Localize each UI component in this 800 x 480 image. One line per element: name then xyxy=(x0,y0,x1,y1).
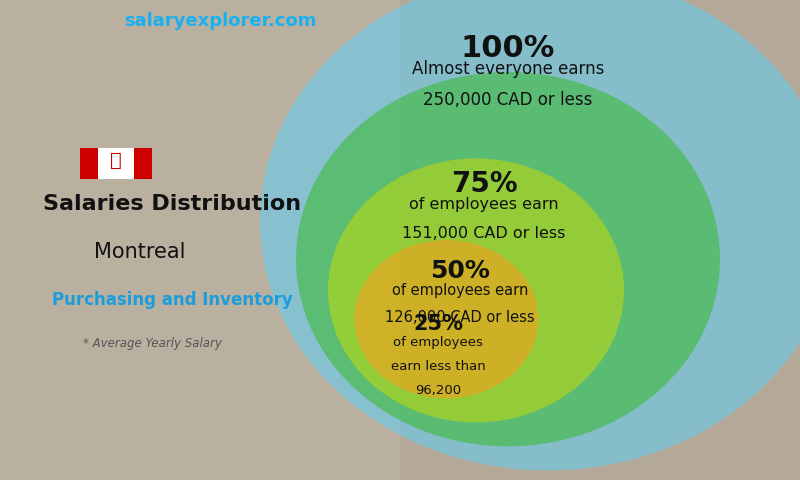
Ellipse shape xyxy=(260,0,800,470)
Ellipse shape xyxy=(328,158,624,422)
Text: 🍁: 🍁 xyxy=(110,151,122,170)
Text: Salaries Distribution: Salaries Distribution xyxy=(43,194,301,214)
Text: Montreal: Montreal xyxy=(94,242,186,262)
Text: * Average Yearly Salary: * Average Yearly Salary xyxy=(82,336,222,350)
Bar xyxy=(80,147,98,179)
Text: 100%: 100% xyxy=(461,34,555,62)
Text: of employees earn: of employees earn xyxy=(392,283,528,298)
Text: 25%: 25% xyxy=(414,314,463,335)
Ellipse shape xyxy=(354,240,538,398)
Text: 151,000 CAD or less: 151,000 CAD or less xyxy=(402,226,566,240)
Text: of employees: of employees xyxy=(394,336,483,349)
Text: salaryexplorer.com: salaryexplorer.com xyxy=(124,12,316,30)
Text: 250,000 CAD or less: 250,000 CAD or less xyxy=(423,91,593,109)
Text: 75%: 75% xyxy=(450,170,518,198)
Bar xyxy=(400,0,800,480)
Bar xyxy=(134,147,152,179)
Text: of employees earn: of employees earn xyxy=(409,197,559,212)
Bar xyxy=(0,0,400,480)
Text: 50%: 50% xyxy=(430,259,490,283)
Text: Almost everyone earns: Almost everyone earns xyxy=(412,60,604,78)
Ellipse shape xyxy=(296,72,720,446)
Text: 96,200: 96,200 xyxy=(415,384,462,397)
Text: 126,000 CAD or less: 126,000 CAD or less xyxy=(385,310,535,324)
Text: Purchasing and Inventory: Purchasing and Inventory xyxy=(52,291,292,309)
Text: earn less than: earn less than xyxy=(391,360,486,373)
Bar xyxy=(80,147,152,179)
